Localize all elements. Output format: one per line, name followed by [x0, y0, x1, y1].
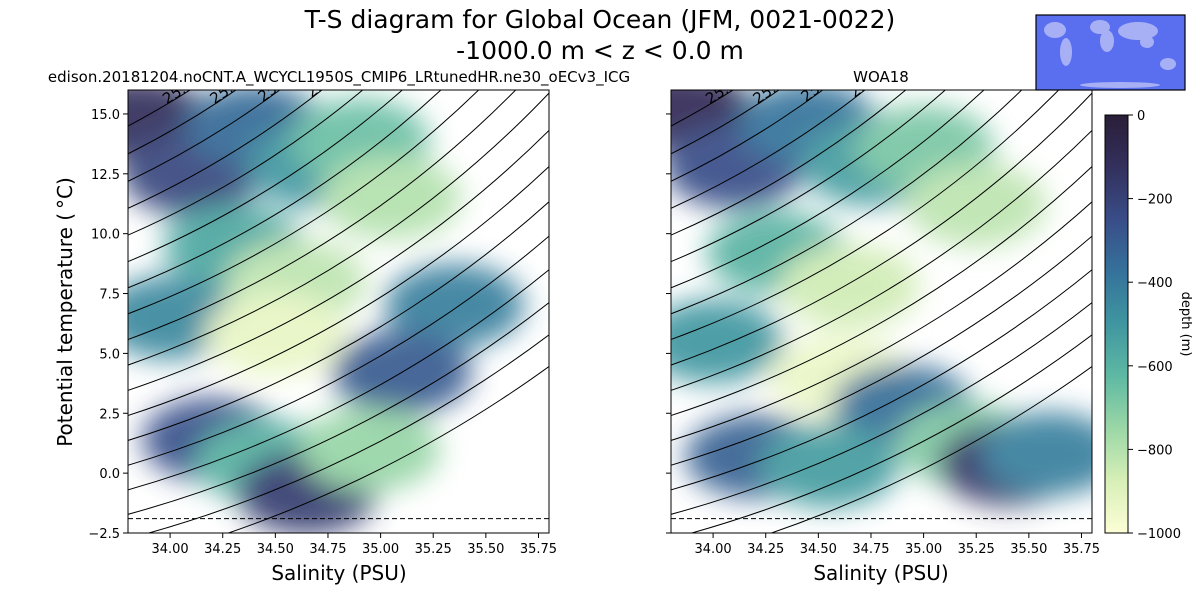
map-landmass [1100, 30, 1114, 52]
right-x-tick-label: 34.25 [747, 542, 784, 557]
right-density-contour-label: 26.40 [992, 33, 1035, 76]
left-y-tick-label: 5.0 [99, 347, 120, 362]
left-plot-area: 25.20 25.40 25.60 25.80 26.00 26.20 26.40 26.60… [88, 89, 557, 557]
left-y-tick-label: −2.5 [88, 527, 120, 542]
right-water-mass-blob [979, 411, 1092, 496]
left-x-tick-label: 34.25 [204, 542, 241, 557]
right-x-tick-label: 35.00 [905, 542, 942, 557]
left-y-tick-label: 15.0 [91, 108, 120, 123]
left-y-tick-label: 7.5 [99, 288, 120, 303]
right-water-mass-blob [758, 423, 899, 508]
left-y-tick-label: 2.5 [99, 407, 120, 422]
right-water-mass-blob [779, 244, 920, 329]
map-landmass [1140, 36, 1154, 48]
right-axes-frame [670, 89, 1093, 534]
right-x-tick-label: 35.50 [1010, 542, 1047, 557]
colorbar: 0 −200 −400 −600 −800 −1000 depth (m) [1104, 109, 1193, 542]
colorbar-tick-label: −400 [1137, 276, 1173, 291]
colorbar-tick-label: −800 [1137, 443, 1173, 458]
left-x-tick-label: 35.00 [362, 542, 399, 557]
right-water-mass-blob [906, 162, 1047, 247]
right-panel-title: WOA18 [853, 68, 909, 86]
left-x-tick-label: 35.25 [415, 542, 452, 557]
right-x-tick-label: 34.50 [800, 542, 837, 557]
map-landmass [1160, 58, 1176, 70]
left-panel-title: edison.20181204.noCNT.A_WCYCL1950S_CMIP6… [48, 68, 630, 87]
right-x-tick-label: 34.75 [852, 542, 889, 557]
left-y-tick-label: 12.5 [91, 168, 120, 183]
colorbar-tick-label: −600 [1137, 360, 1173, 375]
figure-title-line-2: -1000.0 m < z < 0.0 m [456, 36, 744, 65]
left-y-axis-label: Potential temperature ( °C) [53, 177, 77, 447]
left-water-mass-blob [205, 292, 346, 377]
figure-title-line-1: T-S diagram for Global Ocean (JFM, 0021-… [304, 5, 896, 34]
left-x-tick-label: 34.00 [151, 542, 188, 557]
right-x-tick-label: 35.75 [1063, 542, 1100, 557]
colorbar-label: depth (m) [1178, 292, 1193, 357]
right-density-contour-label: 26.20 [943, 44, 987, 87]
left-axes-frame [127, 89, 550, 534]
left-x-tick-label: 34.75 [309, 542, 346, 557]
map-landmass [1044, 22, 1066, 38]
left-y-tick-label: 0.0 [99, 467, 120, 482]
map-landmass [1080, 82, 1160, 88]
left-x-axis-label: Salinity (PSU) [271, 561, 406, 585]
left-x-tick-label: 35.50 [467, 542, 504, 557]
right-density-contour-label: 27.20 [1187, 0, 1200, 11]
right-x-axis-label: Salinity (PSU) [813, 561, 948, 585]
colorbar-tick-label: −1000 [1137, 527, 1181, 542]
right-x-tick-label: 35.25 [958, 542, 995, 557]
right-x-tick-label: 34.00 [694, 542, 731, 557]
left-panel: edison.20181204.noCNT.A_WCYCL1950S_CMIP6… [48, 68, 630, 585]
left-x-tick-label: 35.75 [520, 542, 557, 557]
right-water-mass-blob [671, 299, 784, 384]
colorbar-tick-label: 0 [1137, 109, 1145, 124]
map-landmass [1060, 38, 1072, 66]
map-landmass [1118, 22, 1158, 40]
left-x-tick-label: 34.50 [257, 542, 294, 557]
inset-world-map [1035, 14, 1186, 91]
colorbar-tick-label: −200 [1137, 193, 1173, 208]
left-y-tick-label: 10.0 [91, 228, 120, 243]
